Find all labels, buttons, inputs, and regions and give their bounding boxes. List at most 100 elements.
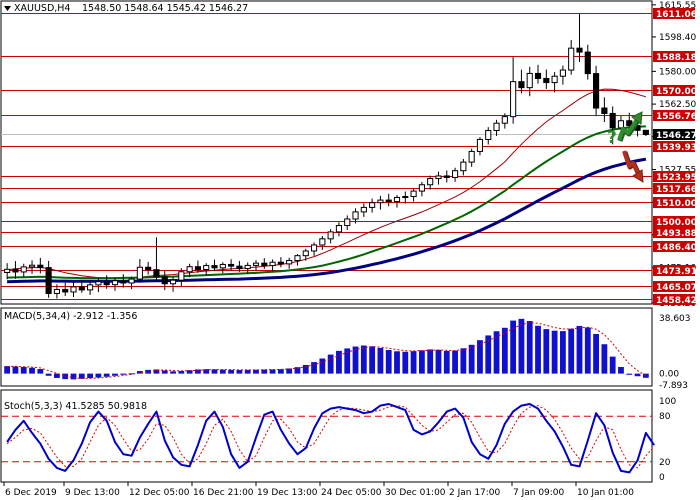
candle-body xyxy=(95,281,102,286)
macd-bar xyxy=(369,346,376,374)
macd-title: MACD(5,34,4) -2.912 -1.356 xyxy=(4,311,137,322)
level-tag-label: 1611.06 xyxy=(656,10,697,20)
candle xyxy=(203,263,210,276)
time-tick-label: 6 Dec 2019 xyxy=(5,488,57,498)
candle xyxy=(609,106,616,145)
candle-body xyxy=(186,266,193,273)
macd-axis: 38.603 0.00-7.893 xyxy=(659,314,691,391)
candle-body xyxy=(277,261,284,265)
candle xyxy=(310,242,318,256)
candle xyxy=(410,188,417,202)
macd-bar xyxy=(410,351,417,374)
level-tag xyxy=(653,265,695,276)
candle xyxy=(145,261,152,275)
price-axis[interactable]: 1615.551598.401580.001562.501545.051527.… xyxy=(652,1,696,309)
candle-body xyxy=(219,263,226,269)
macd-bar xyxy=(501,327,508,374)
candle-body xyxy=(451,170,459,178)
macd-bar xyxy=(485,335,492,374)
macd-bar xyxy=(526,321,533,374)
candlestick-series xyxy=(4,13,649,299)
candle-body xyxy=(435,175,442,180)
candle xyxy=(468,148,475,167)
candle-body xyxy=(476,138,484,152)
macd-bar xyxy=(87,373,93,379)
candle xyxy=(418,181,425,197)
macd-tick-label: 0.00 xyxy=(659,370,679,380)
candle xyxy=(576,13,583,63)
candle-body xyxy=(443,175,450,178)
level-tag-label: 1473.91 xyxy=(656,267,697,277)
candle xyxy=(427,175,434,190)
macd-bar xyxy=(203,369,210,374)
macd-bar xyxy=(186,370,193,374)
candle-body xyxy=(128,278,135,284)
macd-bar xyxy=(286,368,293,374)
candle-body xyxy=(261,262,268,267)
candle-body xyxy=(493,122,500,131)
stoch-signal-line xyxy=(6,405,655,469)
macd-bar xyxy=(170,371,176,374)
candle xyxy=(385,193,392,207)
candle-body xyxy=(593,73,600,109)
macd-bar xyxy=(269,369,276,374)
candle-body xyxy=(617,120,625,129)
level-tag xyxy=(653,110,695,121)
chart-header: XAUUSD,H4 1548.50 1548.64 1545.42 1546.2… xyxy=(4,3,248,14)
candle xyxy=(70,281,77,298)
macd-bar xyxy=(236,370,243,374)
price-tick-label: 1615.55 xyxy=(659,1,696,11)
candle xyxy=(78,280,85,293)
candle xyxy=(161,270,168,291)
level-tag-label: 1539.93 xyxy=(656,143,697,153)
candle-body xyxy=(120,280,127,284)
macd-bar xyxy=(626,373,633,375)
candle xyxy=(526,66,533,97)
symbol-menu-icon[interactable] xyxy=(4,6,11,11)
macd-bar xyxy=(37,369,44,374)
macd-bar xyxy=(54,373,60,378)
macd-bar xyxy=(277,369,284,374)
level-tag xyxy=(653,183,695,194)
macd-bar xyxy=(228,369,235,374)
candle-body xyxy=(178,271,185,281)
level-tag xyxy=(653,8,695,19)
candle xyxy=(559,65,566,85)
candle xyxy=(169,277,177,292)
candle xyxy=(178,268,185,286)
candle xyxy=(451,167,459,182)
macd-bar xyxy=(4,366,11,374)
candle xyxy=(642,129,649,137)
macd-bar xyxy=(153,369,160,374)
macd-bar xyxy=(584,327,591,374)
candle xyxy=(244,262,251,274)
candle xyxy=(294,254,301,266)
candle xyxy=(369,198,376,213)
candle xyxy=(327,229,334,244)
candle-body xyxy=(609,112,616,129)
candle-body xyxy=(136,266,143,280)
candle-body xyxy=(543,77,550,84)
time-axis[interactable]: 6 Dec 2019 9 Dec 13:00 12 Dec 05:00 16 Dec … xyxy=(3,482,634,498)
candle xyxy=(518,69,525,94)
main-price-panel[interactable] xyxy=(0,0,653,305)
macd-bar xyxy=(460,348,467,374)
macd-bar xyxy=(344,348,351,374)
macd-bar xyxy=(253,369,259,374)
candle xyxy=(302,248,309,261)
candle-body xyxy=(393,196,401,203)
candle xyxy=(261,258,268,269)
macd-bar xyxy=(120,373,127,375)
candle xyxy=(128,276,135,290)
candle xyxy=(95,277,102,293)
macd-bar xyxy=(336,350,342,374)
macd-bar xyxy=(360,345,367,374)
candle xyxy=(37,257,44,274)
candle xyxy=(584,44,591,80)
candle xyxy=(543,69,550,89)
candle xyxy=(286,257,293,269)
candle xyxy=(593,65,600,117)
candle-body xyxy=(319,238,326,246)
stochastic-panel[interactable] xyxy=(0,389,655,483)
macd-panel[interactable] xyxy=(0,307,653,387)
